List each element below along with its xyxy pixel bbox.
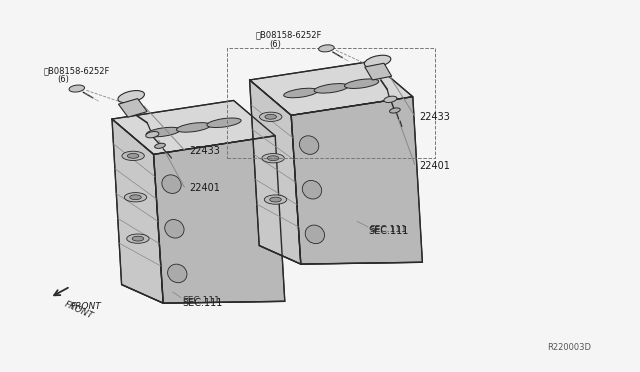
Text: SEC.111: SEC.111	[368, 226, 408, 235]
Ellipse shape	[300, 136, 319, 154]
Ellipse shape	[177, 123, 211, 132]
Text: ⒷB08158-6252F: ⒷB08158-6252F	[256, 31, 323, 40]
Polygon shape	[154, 136, 285, 303]
Ellipse shape	[319, 45, 334, 52]
Ellipse shape	[265, 115, 276, 119]
Ellipse shape	[264, 195, 287, 204]
Ellipse shape	[146, 127, 180, 137]
Polygon shape	[291, 97, 422, 264]
Text: SEC.111: SEC.111	[182, 298, 223, 308]
Ellipse shape	[268, 156, 279, 161]
Text: 22433: 22433	[419, 112, 450, 122]
Ellipse shape	[168, 264, 187, 283]
Ellipse shape	[284, 88, 318, 98]
Polygon shape	[112, 119, 163, 303]
Ellipse shape	[162, 175, 181, 193]
Text: SEC.111: SEC.111	[182, 296, 220, 305]
Ellipse shape	[305, 225, 324, 244]
Polygon shape	[112, 100, 275, 154]
Ellipse shape	[270, 197, 282, 202]
Text: 22401: 22401	[189, 183, 220, 193]
Text: ⒷB08158-6252F: ⒷB08158-6252F	[44, 66, 110, 75]
Text: R220003D: R220003D	[547, 343, 591, 352]
Polygon shape	[250, 80, 301, 264]
Ellipse shape	[122, 151, 145, 161]
Ellipse shape	[262, 154, 284, 163]
Ellipse shape	[127, 153, 139, 158]
Text: 22401: 22401	[419, 161, 450, 170]
Ellipse shape	[207, 118, 241, 128]
Text: FRONT: FRONT	[63, 299, 94, 321]
Polygon shape	[250, 61, 413, 115]
Text: SEC.111: SEC.111	[369, 225, 407, 234]
Ellipse shape	[118, 90, 145, 103]
Ellipse shape	[132, 236, 143, 241]
Ellipse shape	[314, 84, 348, 93]
Ellipse shape	[130, 195, 141, 200]
Ellipse shape	[124, 193, 147, 202]
Ellipse shape	[364, 55, 391, 68]
Ellipse shape	[260, 112, 282, 121]
Text: FRONT: FRONT	[70, 302, 101, 311]
Text: 22433: 22433	[189, 146, 220, 155]
Polygon shape	[118, 99, 147, 117]
Ellipse shape	[302, 180, 322, 199]
Ellipse shape	[69, 85, 84, 92]
Ellipse shape	[155, 143, 165, 148]
Ellipse shape	[344, 79, 379, 89]
Ellipse shape	[390, 108, 400, 113]
Polygon shape	[365, 63, 392, 80]
Text: (6): (6)	[58, 76, 70, 84]
Ellipse shape	[127, 234, 149, 243]
Text: (6): (6)	[269, 40, 281, 49]
Ellipse shape	[146, 131, 159, 138]
Ellipse shape	[164, 219, 184, 238]
Ellipse shape	[384, 96, 397, 103]
